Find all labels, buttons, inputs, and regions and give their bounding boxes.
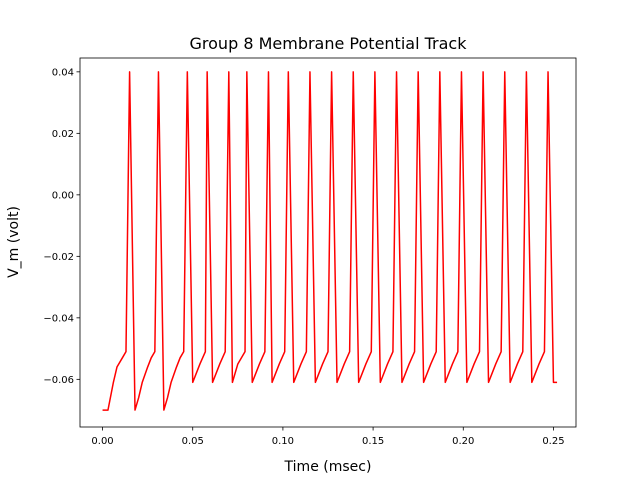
x-tick-label: 0.15 xyxy=(362,436,384,447)
y-axis: −0.06 −0.04 −0.02 0.00 0.02 0.04 xyxy=(43,67,80,386)
x-tick-label: 0.10 xyxy=(272,436,294,447)
y-tick-label: −0.02 xyxy=(43,252,74,263)
x-axis: 0.00 0.05 0.10 0.15 0.20 0.25 xyxy=(91,427,565,447)
series-line-0 xyxy=(102,71,558,411)
y-tick-label: 0.00 xyxy=(52,190,74,201)
x-tick-label: 0.20 xyxy=(452,436,474,447)
chart-title: Group 8 Membrane Potential Track xyxy=(190,34,468,53)
y-tick-label: −0.06 xyxy=(43,375,74,386)
x-tick-label: 0.05 xyxy=(182,436,204,447)
y-tick-label: 0.02 xyxy=(52,129,74,140)
plot-frame xyxy=(79,57,577,428)
x-tick-label: 0.00 xyxy=(91,436,113,447)
y-tick-label: 0.04 xyxy=(52,67,74,78)
y-axis-label: V_m (volt) xyxy=(6,206,22,278)
y-tick-label: −0.04 xyxy=(43,313,74,324)
x-tick-label: 0.25 xyxy=(542,436,564,447)
plot-series xyxy=(102,71,558,411)
x-axis-label: Time (msec) xyxy=(284,459,372,475)
